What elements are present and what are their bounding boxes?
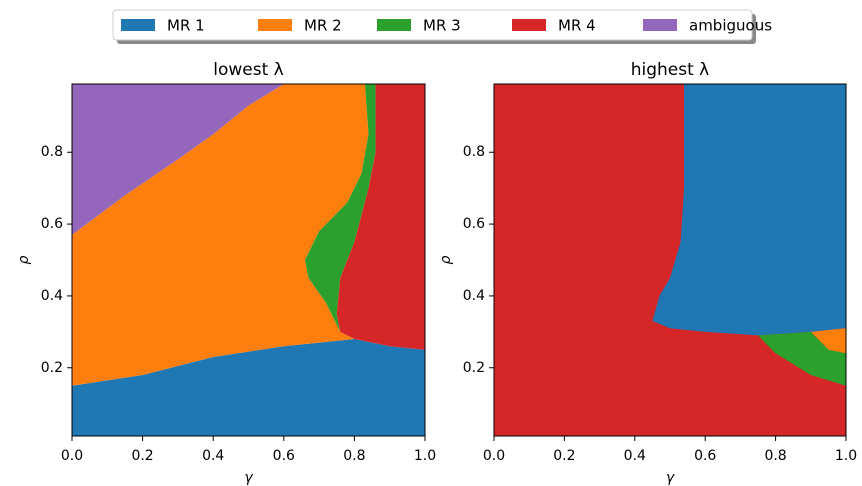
legend-label: MR 4 [558,17,596,35]
x-tick-label: 0.8 [343,448,365,464]
legend-swatch [512,19,546,31]
legend-label: MR 1 [167,17,205,35]
legend-label: MR 2 [304,17,342,35]
x-tick-label: 1.0 [835,448,857,464]
region [652,84,846,336]
x-tick-label: 0.6 [273,448,295,464]
y-tick-label: 0.4 [463,288,485,304]
axes-frame [71,83,426,437]
x-tick-label: 0.0 [61,448,83,464]
region [758,331,846,386]
y-tick-label: 0.6 [41,216,63,232]
x-axis-label: γ [244,470,253,486]
x-tick-label: 0.0 [483,448,505,464]
legend-swatch [121,19,155,31]
region [336,84,425,350]
y-tick-label: 0.2 [41,360,63,376]
y-tick-label: 0.8 [463,144,485,160]
region [72,84,369,386]
chart-title: highest λ [631,60,710,80]
x-tick-label: 0.6 [694,448,716,464]
y-axis-label: ρ [438,255,454,264]
region [72,84,284,235]
region [810,328,846,354]
x-tick-label: 0.2 [553,448,575,464]
x-tick-label: 0.2 [131,448,153,464]
legend-box [112,9,753,41]
axes-frame [493,83,847,437]
y-tick-label: 0.4 [41,288,63,304]
region [304,84,376,332]
y-tick-label: 0.8 [41,144,63,160]
x-axis-label: γ [666,470,675,486]
x-tick-label: 0.8 [764,448,786,464]
y-tick-label: 0.6 [463,216,485,232]
legend-label: MR 3 [423,17,461,35]
chart-title: lowest λ [213,60,283,80]
x-tick-label: 0.4 [202,448,224,464]
x-tick-label: 0.4 [624,448,646,464]
legend-label: ambiguous [689,17,772,35]
legend-swatch [377,19,411,31]
y-axis-label: ρ [16,255,32,264]
region [72,339,425,436]
x-tick-label: 1.0 [414,448,436,464]
y-tick-label: 0.2 [463,360,485,376]
legend-swatch [258,19,292,31]
legend-swatch [643,19,677,31]
